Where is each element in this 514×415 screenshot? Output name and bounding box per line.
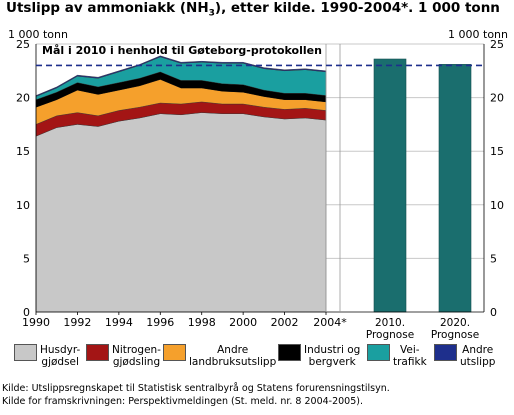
y-tick-label: 5 [490,252,497,265]
legend-label: Andre utslipp [460,344,496,368]
y-tick-label: 25 [16,38,30,51]
y-tick-label: 0 [23,306,30,319]
legend-item: Husdyr-gjødsel [14,344,80,368]
x-tick-label: 1998 [188,316,216,329]
legend-label: Andre landbruksutslipp [189,344,277,368]
legend-label: Vei-trafikk [393,344,427,368]
legend-item: Andre landbruksutslipp [163,344,276,368]
x-tick-label: 2000 [229,316,257,329]
legend-label: Industri og bergverk [304,344,361,368]
source-line-1: Kilde: Utslippsregnskapet til Statistisk… [2,383,390,394]
y-tick-label: 25 [490,38,504,51]
forecast-label: 2020. [440,317,470,329]
area-husdyrgjødsel [35,112,327,313]
forecast-label: 2010. [375,317,405,329]
plot-frame [35,44,485,313]
y-tick-label: 10 [16,199,30,212]
x-tick-label: 1994 [105,316,133,329]
legend-item: Nitrogen-gjødsling [86,344,161,368]
x-tick-label: 1990 [22,316,50,329]
y-tick-label: 15 [16,145,30,158]
emissions-chart: 1 000 tonn 1 000 tonn 2010.Prognose2020.… [8,28,508,341]
y-tick-label: 10 [490,199,504,212]
sources: Kilde: Utslippsregnskapet til Statistisk… [2,382,390,408]
y-tick-label: 15 [490,145,504,158]
forecast-bar [373,58,407,313]
y-tick-label: 5 [23,252,30,265]
stacked-areas [35,55,327,313]
legend-swatch [278,344,301,361]
legend-swatch [86,344,109,361]
x-axis: 1990 1992 1994 1996 1998 2000 2002 2004* [22,312,347,329]
legend-label: Husdyr-gjødsel [40,344,81,368]
legend-swatch [367,344,390,361]
forecast-bar [438,64,472,313]
forecast-label: Prognose [431,329,479,341]
x-tick-label: 1992 [63,316,91,329]
legend-label: Nitrogen-gjødsling [112,344,161,368]
legend-item: Vei-trafikk [367,344,427,368]
unit-left: 1 000 tonn [8,28,68,41]
x-tick-label: 1996 [146,316,174,329]
x-tick-label: 2002 [271,316,299,329]
target-label: Mål i 2010 i henhold til Gøteborg-protok… [42,44,322,57]
legend-item: Andre utslipp [434,344,495,368]
y-tick-label: 20 [16,92,30,105]
legend: Husdyr-gjødsel Nitrogen-gjødsling Andre lan… [0,344,514,380]
y-axis-right: 0 5 10 15 20 25 [490,38,504,319]
y-tick-label: 0 [490,306,497,319]
y-axis-left: 0 5 10 15 20 25 [16,38,30,319]
legend-swatch [14,344,37,361]
x-tick-label: 2004* [313,316,347,329]
legend-item: Industri og bergverk [278,344,360,368]
legend-swatch [163,344,186,361]
chart-title: Utslipp av ammoniakk (NH3), etter kilde.… [6,0,500,19]
source-line-2: Kilde for framskrivningen: Perspektivmel… [2,396,363,407]
unit-right: 1 000 tonn [448,28,508,41]
y-tick-label: 20 [490,92,504,105]
forecast-label: Prognose [366,329,414,341]
legend-swatch [434,344,457,361]
